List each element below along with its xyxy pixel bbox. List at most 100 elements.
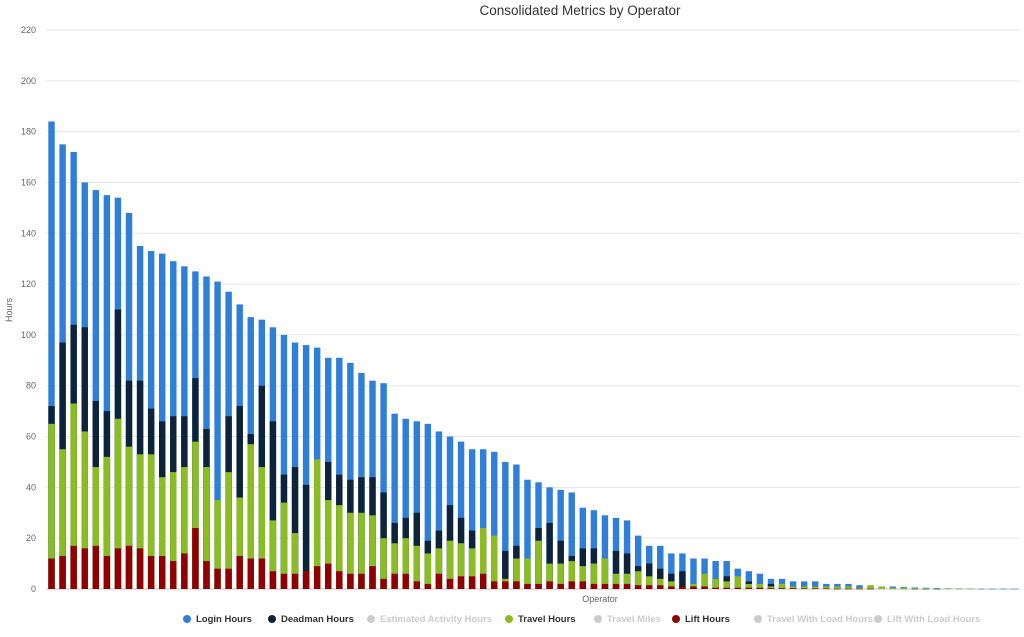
bar-login-hours[interactable] <box>657 545 664 589</box>
bar-login-hours[interactable] <box>48 121 55 589</box>
bar-login-hours[interactable] <box>1011 588 1018 590</box>
bar-lift-hours[interactable] <box>634 585 642 589</box>
bar-travel-hours[interactable] <box>81 431 88 589</box>
bar-travel-hours[interactable] <box>457 543 465 589</box>
bar-lift-hours[interactable] <box>646 585 653 589</box>
bar-lift-hours[interactable] <box>823 588 830 590</box>
bar-travel-hours[interactable] <box>225 472 232 589</box>
legend-item-travel-miles[interactable]: Travel Miles <box>594 614 661 625</box>
bar-travel-hours[interactable] <box>380 538 387 589</box>
bar-travel-hours[interactable] <box>834 586 841 589</box>
bar-lift-hours[interactable] <box>136 548 144 589</box>
bar-deadman-hours[interactable] <box>679 571 686 589</box>
bar-login-hours[interactable] <box>756 573 764 589</box>
bar-travel-hours[interactable] <box>867 585 874 589</box>
bar-login-hours[interactable] <box>214 281 221 589</box>
bar-lift-hours[interactable] <box>723 587 730 589</box>
bar-travel-hours[interactable] <box>745 583 753 589</box>
bar-lift-hours[interactable] <box>789 588 797 589</box>
bar-lift-hours[interactable] <box>778 588 786 589</box>
bar-travel-hours[interactable] <box>734 576 741 589</box>
bar-travel-hours[interactable] <box>690 583 697 589</box>
bar-lift-hours[interactable] <box>502 581 509 589</box>
bar-lift-hours[interactable] <box>236 555 243 589</box>
legend-item-estimated-activity-hours[interactable]: Estimated Activity Hours <box>367 614 492 625</box>
bar-login-hours[interactable] <box>856 585 863 589</box>
bar-travel-hours[interactable] <box>424 553 432 589</box>
bar-travel-hours[interactable] <box>668 581 675 589</box>
legend-item-lift-with-load-hours[interactable]: Lift With Load Hours <box>874 614 980 625</box>
bar-travel-hours[interactable] <box>468 548 476 589</box>
bar-lift-hours[interactable] <box>535 583 542 589</box>
bar-lift-hours[interactable] <box>247 558 254 589</box>
bar-travel-hours[interactable] <box>269 520 277 589</box>
bar-lift-hours[interactable] <box>856 588 863 590</box>
bar-travel-hours[interactable] <box>192 441 199 589</box>
bar-lift-hours[interactable] <box>70 545 77 589</box>
bar-travel-hours[interactable] <box>247 444 254 589</box>
bar-lift-hours[interactable] <box>668 586 675 589</box>
bar-travel-hours[interactable] <box>966 588 974 590</box>
bar-travel-hours[interactable] <box>214 500 221 589</box>
bar-travel-hours[interactable] <box>701 573 708 589</box>
bar-lift-hours[interactable] <box>524 583 531 589</box>
bar-deadman-hours[interactable] <box>502 550 509 589</box>
bar-travel-hours[interactable] <box>535 540 542 589</box>
bar-lift-hours[interactable] <box>435 573 443 589</box>
bar-travel-hours[interactable] <box>103 456 111 589</box>
bar-login-hours[interactable] <box>745 571 753 589</box>
bar-lift-hours[interactable] <box>302 571 310 589</box>
bar-travel-hours[interactable] <box>391 543 398 589</box>
bar-travel-hours[interactable] <box>413 545 420 589</box>
bar-login-hours[interactable] <box>413 421 420 589</box>
bar-login-hours[interactable] <box>435 431 443 589</box>
bar-lift-hours[interactable] <box>623 583 631 589</box>
bar-lift-hours[interactable] <box>203 561 210 589</box>
bar-lift-hours[interactable] <box>347 573 354 589</box>
bar-travel-hours[interactable] <box>369 515 376 589</box>
bar-deadman-hours[interactable] <box>612 550 620 589</box>
bar-travel-hours[interactable] <box>568 561 575 589</box>
bar-login-hours[interactable] <box>800 581 808 589</box>
bar-lift-hours[interactable] <box>800 588 808 590</box>
bar-deadman-hours[interactable] <box>302 484 310 589</box>
bar-login-hours[interactable] <box>424 423 432 589</box>
bar-lift-hours[interactable] <box>756 587 764 589</box>
bar-lift-hours[interactable] <box>479 573 487 589</box>
bar-travel-hours[interactable] <box>756 583 764 589</box>
bar-travel-hours[interactable] <box>92 467 100 589</box>
bar-lift-hours[interactable] <box>845 588 852 590</box>
bar-lift-hours[interactable] <box>170 561 177 589</box>
bar-deadman-hours[interactable] <box>911 588 919 590</box>
bar-travel-hours[interactable] <box>911 588 919 589</box>
bar-lift-hours[interactable] <box>59 555 66 589</box>
bar-login-hours[interactable] <box>634 535 642 589</box>
bar-login-hours[interactable] <box>989 588 996 590</box>
bar-lift-hours[interactable] <box>225 568 232 589</box>
bar-travel-hours[interactable] <box>646 576 653 589</box>
bar-lift-hours[interactable] <box>48 558 55 589</box>
bar-login-hours[interactable] <box>291 342 299 589</box>
bar-login-hours[interactable] <box>823 583 830 589</box>
bar-travel-hours[interactable] <box>878 586 885 589</box>
bar-deadman-hours[interactable] <box>657 568 664 589</box>
bar-login-hours[interactable] <box>468 449 476 589</box>
bar-login-hours[interactable] <box>491 451 498 589</box>
legend-item-travel-with-load-hours[interactable]: Travel With Load Hours <box>754 614 873 625</box>
bar-travel-hours[interactable] <box>336 505 343 589</box>
bar-travel-hours[interactable] <box>479 528 487 589</box>
bar-travel-hours[interactable] <box>712 578 719 589</box>
bar-lift-hours[interactable] <box>701 586 708 589</box>
bar-login-hours[interactable] <box>92 190 100 589</box>
bar-travel-hours[interactable] <box>258 467 266 589</box>
bar-travel-hours[interactable] <box>590 563 598 589</box>
bar-travel-hours[interactable] <box>767 586 775 589</box>
bar-login-hours[interactable] <box>579 507 587 589</box>
bar-travel-hours[interactable] <box>634 571 642 589</box>
bar-travel-hours[interactable] <box>291 533 299 589</box>
bar-login-hours[interactable] <box>723 561 730 589</box>
bar-login-hours[interactable] <box>712 561 719 589</box>
bar-lift-hours[interactable] <box>336 571 343 589</box>
bar-travel-hours[interactable] <box>579 566 587 589</box>
bar-deadman-hours[interactable] <box>922 588 930 590</box>
